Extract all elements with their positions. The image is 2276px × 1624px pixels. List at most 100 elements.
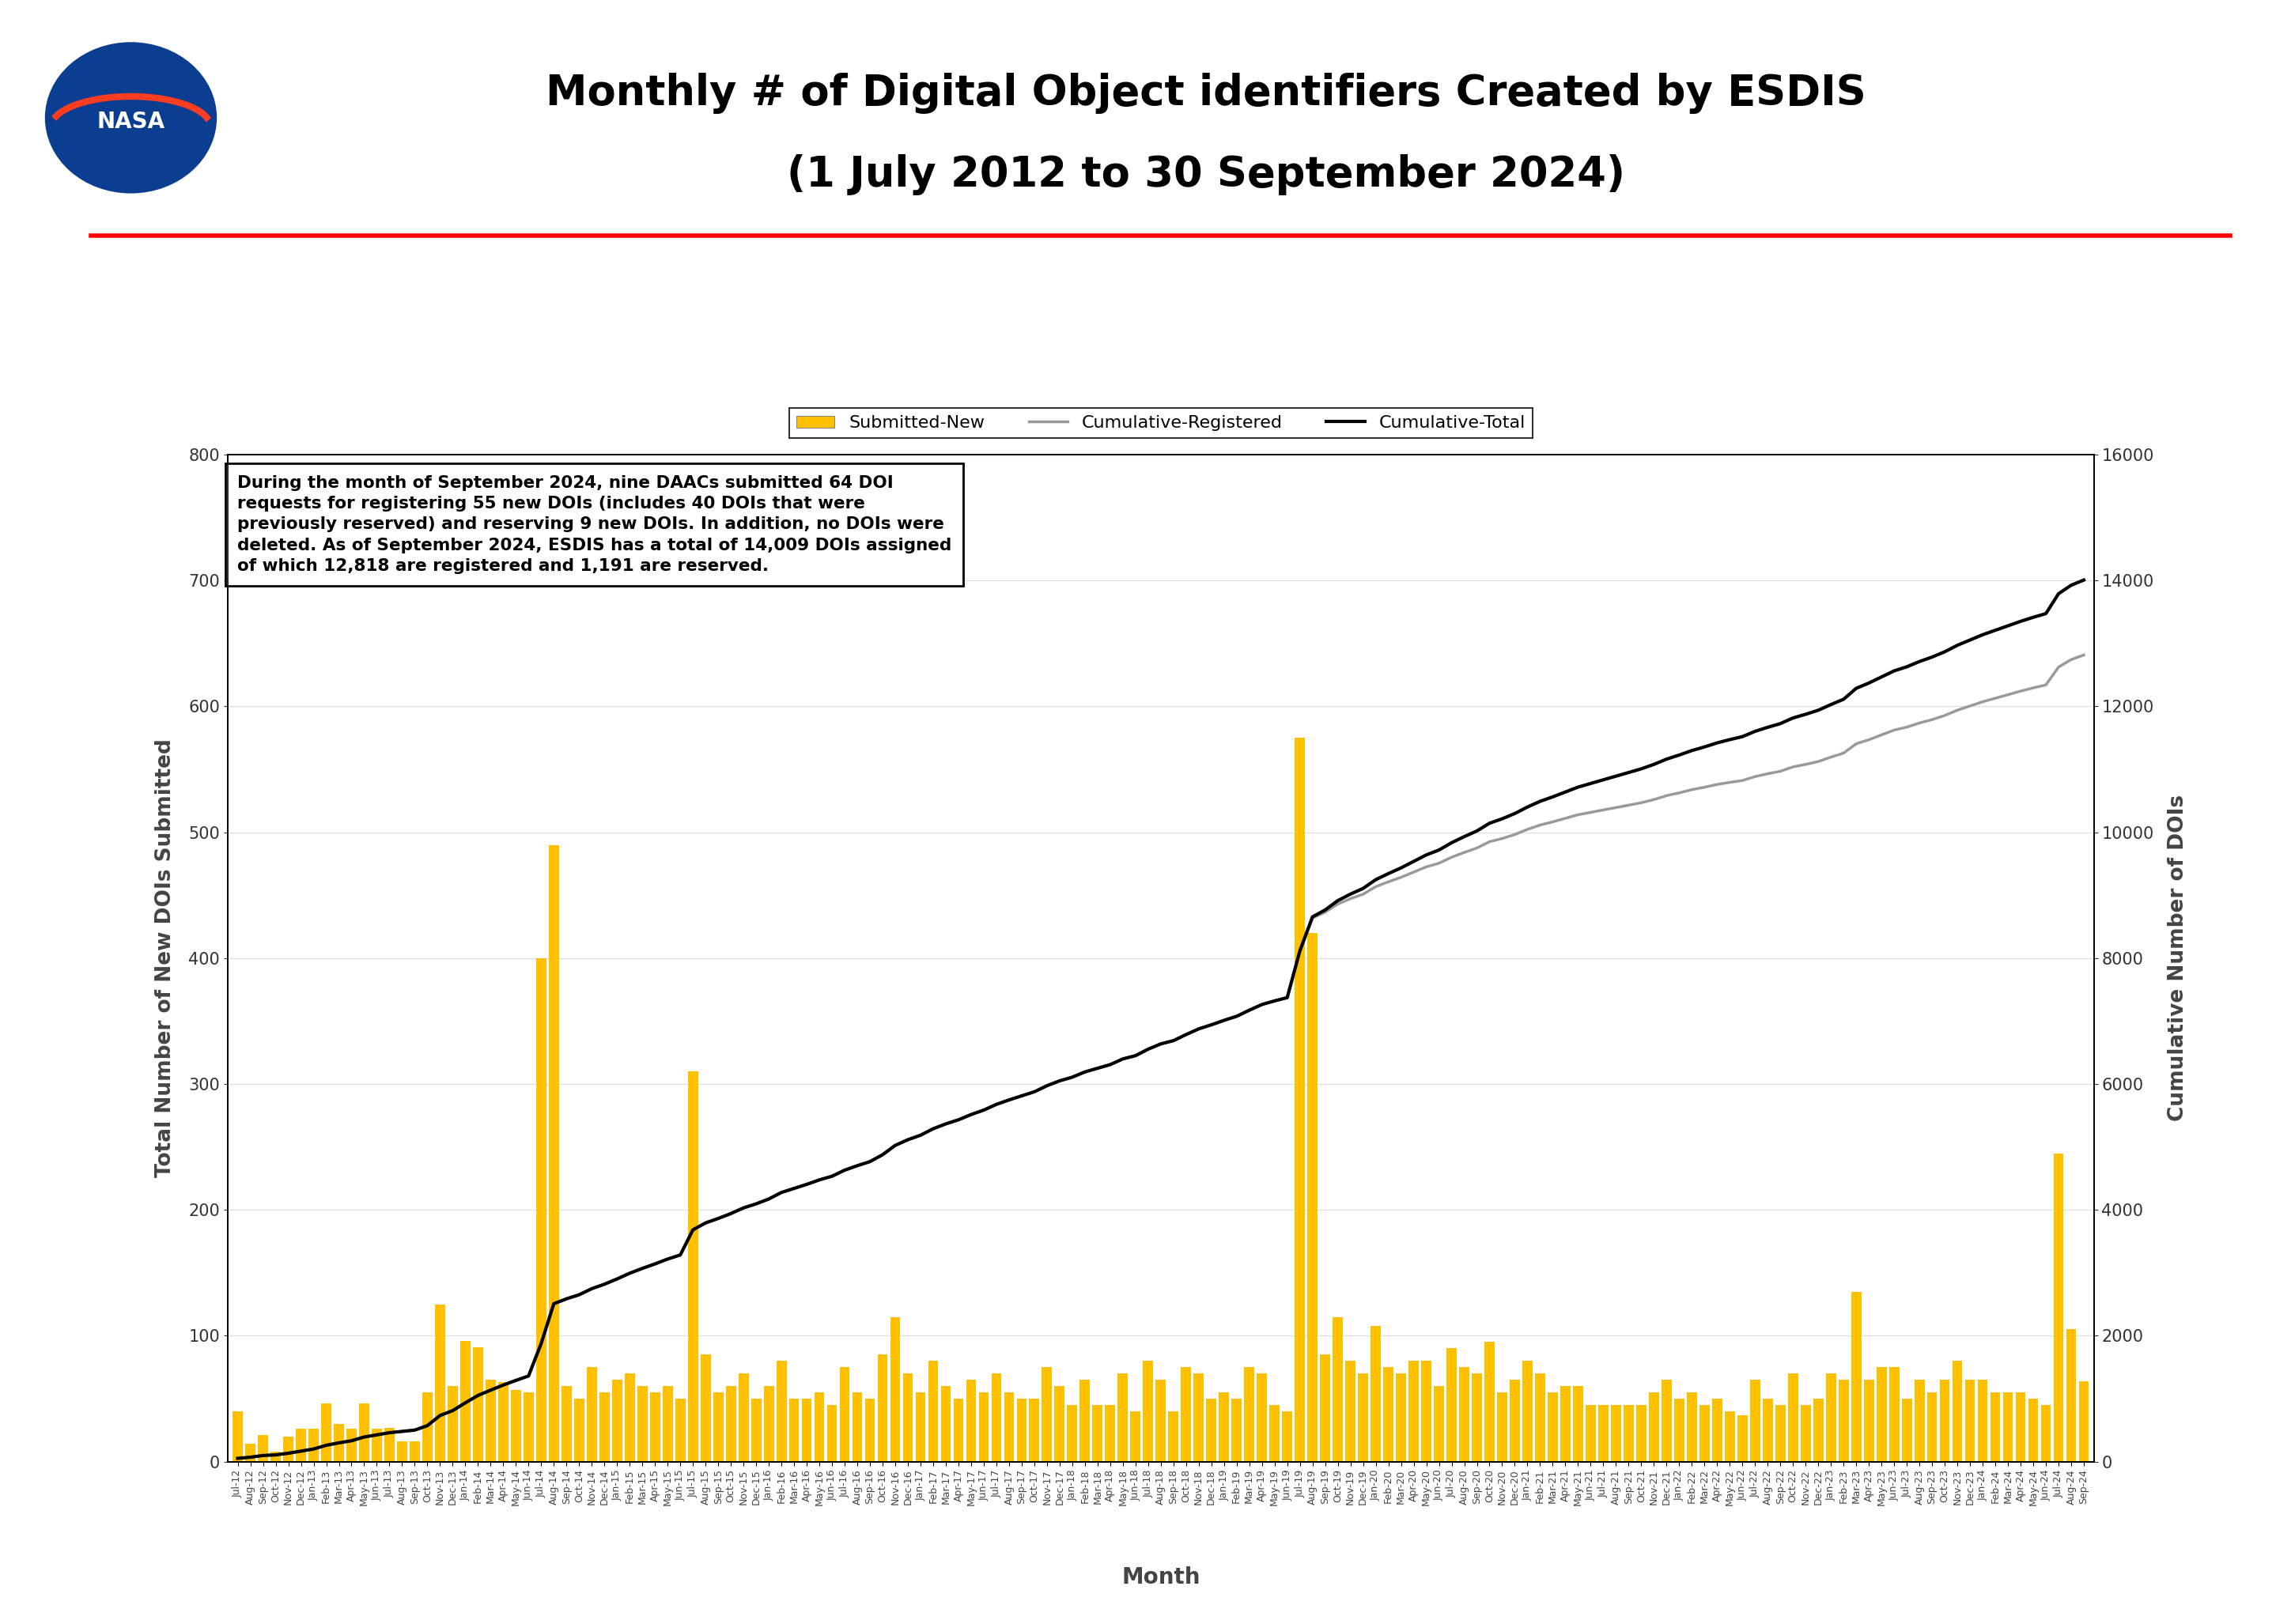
- Bar: [2028, 1398, 2039, 1462]
- Bar: [1395, 1374, 1407, 1462]
- Bar: [890, 1317, 901, 1462]
- Bar: [1420, 1361, 1432, 1462]
- Bar: [879, 1354, 888, 1462]
- Bar: [257, 1436, 269, 1462]
- Bar: [1220, 1392, 1229, 1462]
- Bar: [2042, 1405, 2051, 1462]
- Bar: [1004, 1392, 1015, 1462]
- Bar: [1270, 1405, 1279, 1462]
- Bar: [1295, 737, 1304, 1462]
- Bar: [1131, 1411, 1140, 1462]
- Bar: [1345, 1361, 1356, 1462]
- Bar: [790, 1398, 799, 1462]
- Bar: [662, 1387, 674, 1462]
- Bar: [1384, 1367, 1393, 1462]
- Bar: [1320, 1354, 1329, 1462]
- Bar: [1611, 1405, 1621, 1462]
- Bar: [271, 1452, 280, 1462]
- Bar: [1725, 1411, 1734, 1462]
- Bar: [1092, 1405, 1102, 1462]
- Bar: [473, 1346, 483, 1462]
- Bar: [815, 1392, 824, 1462]
- Bar: [1978, 1380, 1987, 1462]
- Bar: [701, 1354, 710, 1462]
- Bar: [765, 1387, 774, 1462]
- Bar: [1648, 1392, 1659, 1462]
- Text: During the month of September 2024, nine DAACs submitted 64 DOI
requests for reg: During the month of September 2024, nine…: [237, 474, 951, 575]
- Bar: [371, 1429, 382, 1462]
- Bar: [965, 1380, 976, 1462]
- Bar: [1256, 1374, 1268, 1462]
- Bar: [2067, 1330, 2076, 1462]
- Bar: [624, 1374, 635, 1462]
- Bar: [865, 1398, 874, 1462]
- Bar: [410, 1442, 419, 1462]
- Legend: Submitted-New, Cumulative-Registered, Cumulative-Total: Submitted-New, Cumulative-Registered, Cu…: [790, 408, 1532, 438]
- Bar: [840, 1367, 849, 1462]
- Bar: [737, 1374, 749, 1462]
- Bar: [1737, 1415, 1748, 1462]
- Text: Monthly # of Digital Object identifiers Created by ESDIS: Monthly # of Digital Object identifiers …: [546, 73, 1866, 114]
- Bar: [599, 1392, 610, 1462]
- Bar: [1789, 1374, 1798, 1462]
- Bar: [1473, 1374, 1482, 1462]
- Bar: [1548, 1392, 1557, 1462]
- Bar: [1448, 1348, 1457, 1462]
- Bar: [904, 1374, 913, 1462]
- Bar: [851, 1392, 863, 1462]
- Bar: [1231, 1398, 1243, 1462]
- Bar: [1168, 1411, 1179, 1462]
- Bar: [1864, 1380, 1873, 1462]
- Bar: [915, 1392, 926, 1462]
- Bar: [396, 1442, 407, 1462]
- Bar: [435, 1304, 446, 1462]
- Bar: [1775, 1405, 1784, 1462]
- Bar: [1964, 1380, 1976, 1462]
- Text: (1 July 2012 to 30 September 2024): (1 July 2012 to 30 September 2024): [787, 154, 1625, 195]
- Bar: [1903, 1398, 1912, 1462]
- Circle shape: [43, 41, 218, 195]
- Bar: [1106, 1405, 1115, 1462]
- Bar: [537, 958, 546, 1462]
- Bar: [1825, 1374, 1837, 1462]
- Bar: [1245, 1367, 1254, 1462]
- Bar: [1181, 1367, 1190, 1462]
- Bar: [335, 1424, 344, 1462]
- Bar: [360, 1403, 369, 1462]
- Bar: [346, 1429, 357, 1462]
- Bar: [510, 1390, 521, 1462]
- Bar: [1850, 1291, 1862, 1462]
- Bar: [1687, 1392, 1698, 1462]
- Bar: [2053, 1153, 2064, 1462]
- Bar: [940, 1387, 951, 1462]
- Bar: [1636, 1405, 1646, 1462]
- Bar: [1928, 1392, 1937, 1462]
- Bar: [929, 1361, 938, 1462]
- Bar: [1989, 1392, 2001, 1462]
- Bar: [1193, 1374, 1204, 1462]
- Bar: [1434, 1387, 1443, 1462]
- Bar: [1079, 1380, 1090, 1462]
- Bar: [549, 844, 560, 1462]
- Bar: [1042, 1367, 1052, 1462]
- Bar: [687, 1072, 699, 1462]
- Bar: [1206, 1398, 1215, 1462]
- Bar: [1573, 1387, 1584, 1462]
- Bar: [232, 1411, 244, 1462]
- Bar: [460, 1341, 471, 1462]
- Bar: [1509, 1380, 1520, 1462]
- Bar: [1306, 934, 1318, 1462]
- Bar: [637, 1387, 646, 1462]
- Bar: [310, 1429, 319, 1462]
- Y-axis label: Cumulative Number of DOIs: Cumulative Number of DOIs: [2167, 794, 2187, 1122]
- Bar: [385, 1427, 394, 1462]
- Bar: [485, 1380, 496, 1462]
- Bar: [1889, 1367, 1898, 1462]
- Bar: [1914, 1380, 1925, 1462]
- Bar: [1598, 1405, 1609, 1462]
- Bar: [1067, 1405, 1077, 1462]
- Bar: [676, 1398, 685, 1462]
- Bar: [979, 1392, 988, 1462]
- Bar: [1523, 1361, 1532, 1462]
- Bar: [1661, 1380, 1671, 1462]
